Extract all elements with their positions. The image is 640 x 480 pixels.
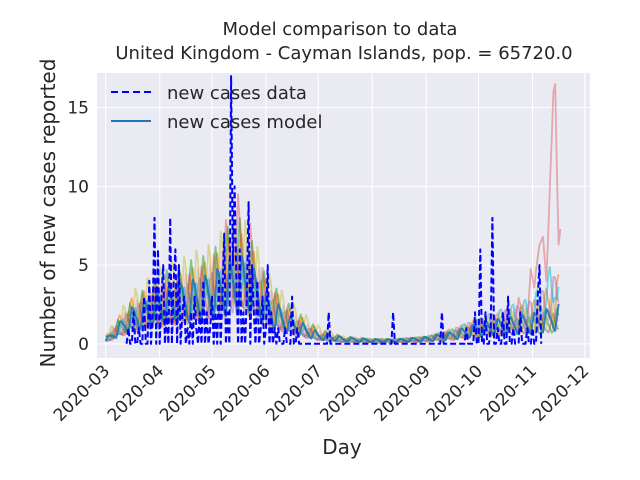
y-axis-label: Number of new cases reported: [36, 59, 60, 368]
data-series-line: [125, 75, 543, 345]
x-tick-label: 2020-04: [104, 361, 168, 425]
y-tick-label: 0: [78, 335, 89, 355]
y-tick-label: 15: [67, 99, 89, 119]
legend-label-data: new cases data: [167, 83, 307, 104]
x-tick-label: 2020-12: [529, 361, 593, 425]
legend: new cases data new cases model: [111, 83, 322, 133]
x-axis-label: Day: [322, 435, 362, 459]
chart-subtitle: United Kingdom - Cayman Islands, pop. = …: [115, 43, 572, 64]
plot-area: [104, 75, 562, 345]
grid: [97, 73, 590, 358]
chart-title: Model comparison to data: [223, 19, 458, 40]
x-tick-label: 2020-11: [477, 361, 541, 425]
legend-label-model: new cases model: [167, 112, 322, 133]
x-tick-label: 2020-09: [370, 361, 434, 425]
model-series-line: [104, 255, 560, 344]
x-tick-label: 2020-08: [316, 361, 380, 425]
y-tick-label: 5: [78, 256, 89, 276]
x-tick-label: 2020-10: [423, 361, 487, 425]
x-tick-label: 2020-03: [50, 361, 114, 425]
y-tick-label: 10: [67, 177, 89, 197]
x-tick-label: 2020-05: [156, 361, 220, 425]
y-axis: 0 5 10 15: [67, 99, 89, 355]
x-tick-label: 2020-06: [210, 361, 274, 425]
x-tick-label: 2020-07: [262, 361, 326, 425]
x-axis: 2020-032020-042020-052020-062020-072020-…: [50, 361, 593, 425]
